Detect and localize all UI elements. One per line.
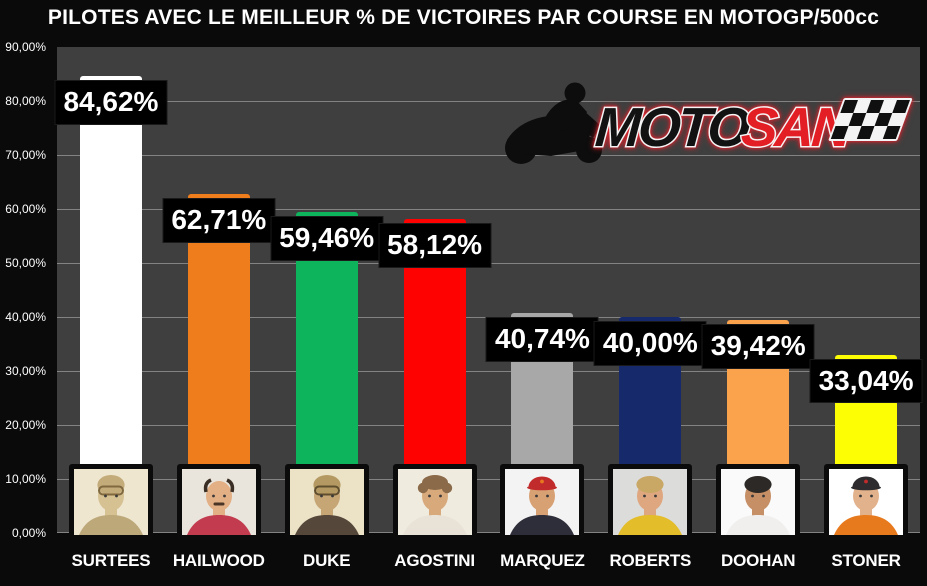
motosan-logo-graphic: MOTO SAN <box>505 82 913 164</box>
y-tick-label: 20,00% <box>5 418 46 432</box>
x-axis-label: DOOHAN <box>721 551 796 570</box>
y-tick-label: 80,00% <box>5 94 46 108</box>
bar-value-label: 59,46% <box>271 216 383 260</box>
chart-title: PILOTES AVEC LE MEILLEUR % DE VICTOIRES … <box>47 6 880 29</box>
rider-avatar <box>829 469 904 535</box>
rider-photo <box>284 464 369 540</box>
rider-photo <box>608 464 693 540</box>
bar-value-label: 40,74% <box>486 318 598 361</box>
x-axis-label: HAILWOOD <box>172 551 265 570</box>
motorcycle-icon <box>505 82 602 164</box>
y-tick-label: 30,00% <box>5 364 46 378</box>
gridline <box>57 317 920 318</box>
rider-photo <box>176 464 261 540</box>
bar-value-label: 33,04% <box>810 359 922 403</box>
x-axis-label: SURTEES <box>71 551 151 570</box>
rider-photo <box>392 464 477 540</box>
gridline <box>57 209 920 210</box>
rider-photo <box>68 464 153 540</box>
x-axis-label: ROBERTS <box>609 551 692 570</box>
rider-photo <box>824 464 909 540</box>
rider-avatar <box>721 469 796 535</box>
bar-value-label: 58,12% <box>379 224 491 267</box>
logo-text-moto: MOTO <box>593 96 751 158</box>
x-axis-label: AGOSTINI <box>394 551 475 570</box>
rider-avatar <box>505 469 580 535</box>
x-axis-label: DUKE <box>303 551 351 570</box>
logo-wordmark: MOTO SAN <box>592 95 913 159</box>
gridline <box>57 155 920 156</box>
gridline <box>57 532 920 533</box>
x-axis-label: MARQUEZ <box>500 551 585 570</box>
rider-avatar <box>181 469 256 535</box>
gridline <box>57 371 920 372</box>
bar-value-label: 62,71% <box>163 199 275 242</box>
x-axis-label: STONER <box>831 551 901 570</box>
motosan-logo: MOTO SAN <box>493 76 925 172</box>
rider-avatar <box>397 469 472 535</box>
gridline <box>57 101 920 102</box>
bar <box>79 76 142 533</box>
y-tick-label: 90,00% <box>5 40 46 54</box>
y-tick-label: 40,00% <box>5 310 46 324</box>
rider-avatar <box>73 469 148 535</box>
y-tick-label: 60,00% <box>5 202 46 216</box>
plot-area: 84,62% 62,71% 59,46% 58,12% 40,74% 40,00% 39,4… <box>55 47 922 533</box>
checkered-flag-icon <box>828 98 913 141</box>
rider-photo <box>716 464 801 540</box>
rider-avatar <box>613 469 688 535</box>
y-tick-label: 0,00% <box>11 526 46 540</box>
y-tick-label: 50,00% <box>5 256 46 270</box>
gridline <box>57 479 920 480</box>
rider-avatar <box>289 469 364 535</box>
y-tick-label: 10,00% <box>5 472 46 486</box>
gridline <box>57 425 920 426</box>
y-axis: 90,00% 80,00% 70,00% 60,00% 50,00% 40,00% 30,0… <box>0 40 50 540</box>
rider-photo <box>500 464 585 540</box>
y-tick-label: 70,00% <box>5 148 46 162</box>
bar-value-label: 84,62% <box>55 81 167 124</box>
bar-value-label: 39,42% <box>702 325 814 368</box>
bar-value-label: 40,00% <box>594 322 706 365</box>
